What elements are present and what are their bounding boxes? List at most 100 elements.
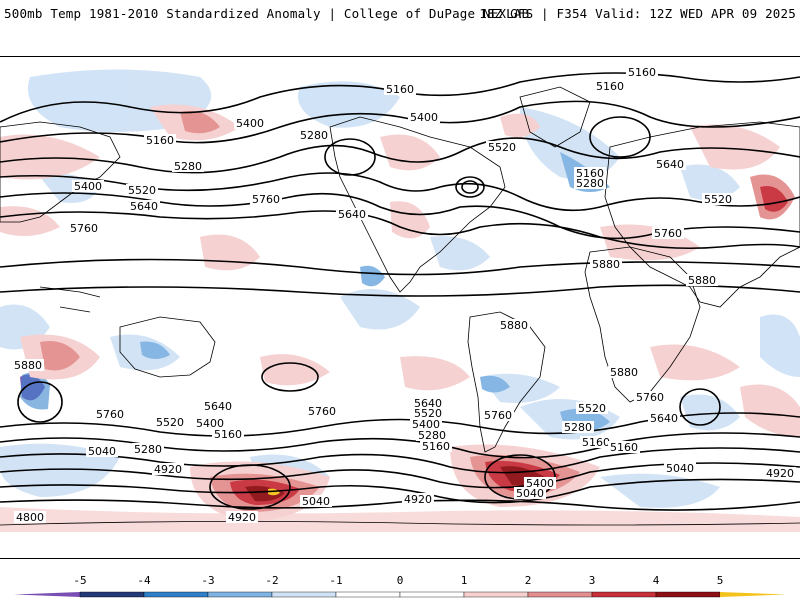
contour-label: 5160	[420, 440, 452, 453]
contour-label: 5400	[410, 418, 442, 431]
svg-text:5880: 5880	[688, 274, 716, 287]
colorbar-segment	[335, 591, 401, 598]
svg-text:5040: 5040	[302, 495, 330, 508]
contour-label: 5520	[576, 402, 608, 415]
svg-text:5040: 5040	[666, 462, 694, 475]
colorbar-segment	[527, 591, 593, 598]
svg-text:5160: 5160	[582, 436, 610, 449]
svg-text:5880: 5880	[592, 258, 620, 271]
svg-text:5520: 5520	[704, 193, 732, 206]
svg-text:5520: 5520	[156, 416, 184, 429]
colorbar-tick-label: -3	[201, 574, 214, 587]
svg-text:5640: 5640	[338, 208, 366, 221]
svg-text:5400: 5400	[526, 477, 554, 490]
contour-label: 5040	[514, 487, 546, 500]
contour-label: 5520	[126, 184, 158, 197]
colorbar-segment	[399, 591, 465, 598]
colorbar-segment	[207, 591, 273, 598]
contour-label: 5280	[416, 429, 448, 442]
svg-text:5280: 5280	[174, 160, 202, 173]
contour-label: 5520	[412, 407, 444, 420]
contour-labels: 5160 5160 5400 5160 5280 5400 5520 5640 …	[12, 66, 796, 524]
colorbar-tick-labels: -5 -4 -3 -2 -1 0 1 2 3 4 5	[73, 574, 723, 587]
contour-label: 5160	[608, 441, 640, 454]
contour-label: 5160	[384, 83, 416, 96]
colorbar-segment	[271, 591, 337, 598]
contour-label: 5400	[194, 417, 226, 430]
svg-text:5640: 5640	[414, 397, 442, 410]
colorbar-segment	[655, 591, 721, 598]
svg-text:5640: 5640	[650, 412, 678, 425]
contour-label: 5400	[524, 477, 556, 490]
contour-label: 5400	[408, 111, 440, 124]
colorbar-segment	[143, 591, 209, 598]
contour-label: 5880	[608, 366, 640, 379]
contour-label: 5760	[250, 193, 282, 206]
contour-label: 5040	[300, 495, 332, 508]
colorbar-segment	[591, 591, 657, 598]
colorbar-tick-label: 1	[461, 574, 468, 587]
contour-label: 5520	[702, 193, 734, 206]
svg-text:4920: 4920	[404, 493, 432, 506]
contour-label: 5640	[128, 200, 160, 213]
contour-label: 5640	[336, 208, 368, 221]
colorbar-tick-label: 4	[653, 574, 660, 587]
svg-text:5760: 5760	[252, 193, 280, 206]
svg-text:5760: 5760	[308, 405, 336, 418]
svg-text:5160: 5160	[386, 83, 414, 96]
contour-label: 5640	[412, 397, 444, 410]
svg-text:5760: 5760	[636, 391, 664, 404]
contour-label: 5880	[590, 258, 622, 271]
svg-text:5040: 5040	[88, 445, 116, 458]
coastlines	[0, 86, 800, 526]
colorbar-segment	[79, 591, 145, 598]
colorbar-tick-label: 5	[717, 574, 724, 587]
contour-label: 5880	[498, 319, 530, 332]
contour-label: 5520	[154, 416, 186, 429]
contour-label: 5160	[580, 436, 612, 449]
colorbar-segment	[463, 591, 529, 598]
contour-label: 5760	[94, 408, 126, 421]
map-title: 500mb Temp 1981-2010 Standardized Anomal…	[4, 6, 530, 21]
colorbar-tick-label: -4	[137, 574, 151, 587]
svg-text:5160: 5160	[610, 441, 638, 454]
svg-text:4920: 4920	[228, 511, 256, 524]
contour-label: 5160	[212, 428, 244, 441]
contour-label: 4800	[14, 511, 46, 524]
svg-text:5280: 5280	[418, 429, 446, 442]
contour-label: 4920	[226, 511, 258, 524]
svg-text:5160: 5160	[146, 134, 174, 147]
anomaly-shading	[0, 69, 800, 532]
svg-text:5880: 5880	[610, 366, 638, 379]
svg-text:5400: 5400	[410, 111, 438, 124]
svg-text:5760: 5760	[484, 409, 512, 422]
svg-text:5400: 5400	[74, 180, 102, 193]
svg-text:5640: 5640	[204, 400, 232, 413]
contour-label: 5760	[306, 405, 338, 418]
svg-text:5520: 5520	[488, 141, 516, 154]
contour-label: 5880	[686, 274, 718, 287]
contour-label: 5760	[68, 222, 100, 235]
contour-label: 5400	[72, 180, 104, 193]
svg-text:5160: 5160	[596, 80, 624, 93]
contour-label: 5160	[626, 66, 658, 79]
svg-text:5160: 5160	[576, 167, 604, 180]
colorbar-tick-label: -1	[329, 574, 342, 587]
svg-text:5760: 5760	[654, 227, 682, 240]
svg-text:5280: 5280	[300, 129, 328, 142]
svg-text:4920: 4920	[154, 463, 182, 476]
contour-label: 4920	[152, 463, 184, 476]
colorbar-tick-label: -2	[265, 574, 278, 587]
contour-label: 5280	[562, 421, 594, 434]
svg-text:4920: 4920	[766, 467, 794, 480]
svg-text:5280: 5280	[564, 421, 592, 434]
contour-label: 5520	[486, 141, 518, 154]
svg-text:5880: 5880	[14, 359, 42, 372]
colorbar-tick-label: 2	[525, 574, 532, 587]
contour-label: 5640	[648, 412, 680, 425]
contour-label: 5160	[144, 134, 176, 147]
svg-text:5880: 5880	[500, 319, 528, 332]
svg-text:4800: 4800	[16, 511, 44, 524]
contour-label: 5640	[202, 400, 234, 413]
contour-label: 5280	[172, 160, 204, 173]
